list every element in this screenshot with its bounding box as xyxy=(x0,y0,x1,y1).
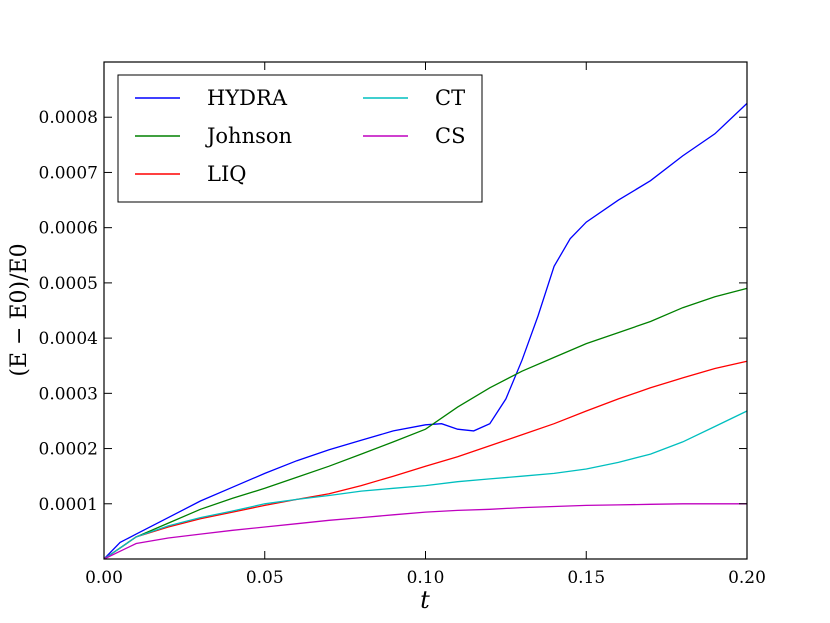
x-tick-label: 0.10 xyxy=(407,568,445,588)
y-tick-label: 0.0005 xyxy=(39,274,98,294)
x-tick-label: 0.05 xyxy=(246,568,284,588)
series-layer xyxy=(103,102,748,560)
ticks-layer: 0.00 0.05 0.10 0.15 0.20 0.0001 0.0002 0.0003 0.… xyxy=(39,62,766,588)
y-tick-label: 0.0002 xyxy=(39,440,98,460)
legend-label-cs: CS xyxy=(435,124,465,148)
series-line-liq xyxy=(103,360,748,560)
series-line-johnson xyxy=(103,287,748,560)
y-tick-label: 0.0007 xyxy=(39,163,98,183)
y-tick-label: 0.0004 xyxy=(39,329,98,349)
y-axis-label: (E − E0)/E0 xyxy=(7,243,32,376)
x-axis-label: t xyxy=(420,586,430,614)
y-tick-label: 0.0003 xyxy=(39,384,98,404)
y-tick-label: 0.0001 xyxy=(39,495,98,515)
legend-label-hydra: HYDRA xyxy=(207,86,288,110)
legend-frame xyxy=(117,74,483,203)
legend-label-johnson: Johnson xyxy=(205,124,292,148)
series-line-ct xyxy=(103,410,748,560)
legend: HYDRA Johnson LIQ CT CS xyxy=(117,74,483,203)
series-line-cs xyxy=(103,503,747,560)
y-tick-label: 0.0008 xyxy=(39,108,98,128)
series-line-hydra xyxy=(103,102,748,560)
x-tick-label: 0.15 xyxy=(567,568,605,588)
y-tick-label: 0.0006 xyxy=(39,219,98,239)
legend-label-ct: CT xyxy=(435,86,465,110)
legend-label-liq: LIQ xyxy=(207,162,246,186)
x-tick-label: 0.00 xyxy=(85,568,123,588)
x-tick-label: 0.20 xyxy=(728,568,766,588)
